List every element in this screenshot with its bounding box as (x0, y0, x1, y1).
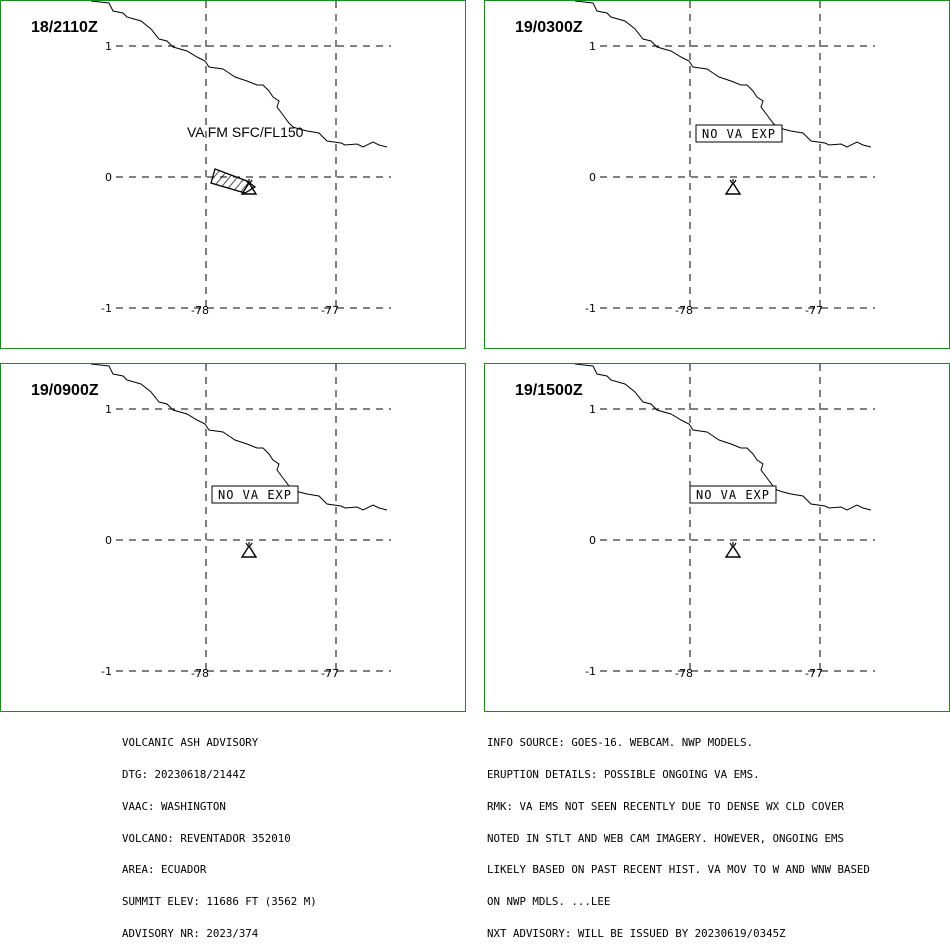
lon-tick-label: -77 (321, 667, 339, 680)
lat-tick-label: 1 (589, 403, 596, 416)
panel-time: 19/0900Z (31, 382, 99, 399)
panel-1: 18/2110Z 1 0 -1 -78 -77 VA FM SFC/FL150 (0, 0, 466, 349)
panel-time: 18/2110Z (31, 19, 98, 36)
coastline (574, 1, 872, 148)
panel-time: 19/1500Z (515, 382, 583, 399)
info-line: ADVISORY NR: 2023/374 (122, 926, 259, 940)
panel-2: 19/0300Z 1 0 -1 -78 -77 NO VA EXP (484, 0, 950, 349)
ash-cloud-label: VA FM SFC/FL150 (187, 124, 304, 140)
lat-tick-label: 0 (589, 534, 596, 547)
info-line: ERUPTION DETAILS: POSSIBLE ONGOING VA EM… (487, 767, 760, 781)
lon-tick-label: -77 (321, 304, 339, 317)
volcano-icon (724, 542, 742, 558)
lat-tick-label: -1 (585, 302, 596, 315)
info-line: VAAC: WASHINGTON (122, 799, 226, 813)
no-va-label: NO VA EXP (218, 488, 292, 502)
panel-3: 19/0900Z 1 0 -1 -78 -77 NO VA EXP (0, 363, 466, 712)
volcano-icon (240, 542, 258, 558)
lat-tick-label: -1 (101, 665, 112, 678)
map-svg: 1 0 -1 -78 -77 NO VA EXP (574, 1, 875, 317)
no-va-label-box (695, 124, 783, 143)
no-va-label-box (211, 485, 299, 504)
info-line: LIKELY BASED ON PAST RECENT HIST. VA MOV… (487, 863, 870, 877)
lat-tick-label: 1 (105, 403, 112, 416)
lat-tick-label: 0 (105, 534, 112, 547)
no-va-label: NO VA EXP (702, 127, 776, 141)
coastline (574, 364, 872, 511)
info-line: NOTED IN STLT AND WEB CAM IMAGERY. HOWEV… (487, 831, 844, 845)
advisory-remarks-block: INFO SOURCE: GOES-16. WEBCAM. NWP MODELS… (487, 717, 870, 950)
info-line: VOLCANO: REVENTADOR 352010 (122, 831, 291, 845)
info-line: ON NWP MDLS. ...LEE (487, 895, 611, 909)
lat-tick-label: 1 (589, 40, 596, 53)
lon-tick-label: -78 (191, 304, 209, 317)
info-line: NXT ADVISORY: WILL BE ISSUED BY 20230619… (487, 926, 786, 940)
lon-tick-label: -78 (191, 667, 209, 680)
info-line: SUMMIT ELEV: 11686 FT (3562 M) (122, 895, 317, 909)
info-line: VOLCANIC ASH ADVISORY (122, 736, 259, 750)
map-svg: 1 0 -1 -78 -77 NO VA EXP (90, 364, 391, 680)
lat-tick-label: -1 (101, 302, 112, 315)
map-svg: 1 0 -1 -78 -77 NO VA EXP (574, 364, 875, 680)
map-svg: 1 0 -1 -78 -77 VA FM SFC/FL150 (90, 1, 391, 317)
lon-tick-label: -78 (675, 304, 693, 317)
lat-tick-label: 0 (105, 171, 112, 184)
ash-cloud-polygon (210, 168, 257, 194)
lat-tick-label: -1 (585, 665, 596, 678)
volcano-icon (240, 179, 258, 195)
panel-time: 19/0300Z (515, 19, 583, 36)
volcano-icon (724, 179, 742, 195)
info-line: DTG: 20230618/2144Z (122, 767, 246, 781)
no-va-label: NO VA EXP (696, 488, 770, 502)
lat-tick-label: 0 (589, 171, 596, 184)
lon-tick-label: -78 (675, 667, 693, 680)
panel-4: 19/1500Z 1 0 -1 -78 -77 NO VA EXP (484, 363, 950, 712)
info-line: RMK: VA EMS NOT SEEN RECENTLY DUE TO DEN… (487, 799, 844, 813)
no-va-label-box (689, 485, 777, 504)
info-line: AREA: ECUADOR (122, 863, 207, 877)
lon-tick-label: -77 (805, 667, 823, 680)
advisory-header-block: VOLCANIC ASH ADVISORY DTG: 20230618/2144… (122, 717, 317, 950)
lat-tick-label: 1 (105, 40, 112, 53)
coastline (90, 1, 388, 148)
info-line: INFO SOURCE: GOES-16. WEBCAM. NWP MODELS… (487, 736, 754, 750)
lon-tick-label: -77 (805, 304, 823, 317)
coastline (90, 364, 388, 511)
